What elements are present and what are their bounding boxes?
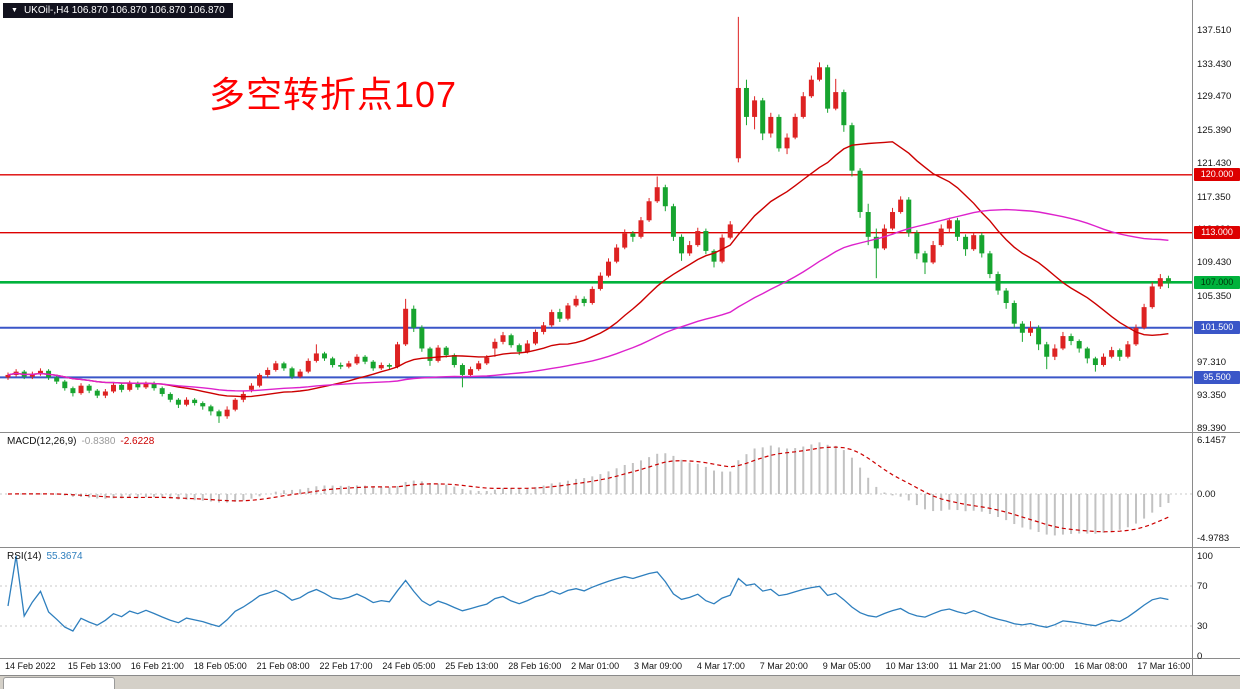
chevron-down-icon[interactable]: ▼: [11, 6, 18, 14]
time-axis-label: 2 Mar 01:00: [571, 661, 620, 671]
price-tick-label: 125.390: [1197, 125, 1232, 137]
time-axis-label: 7 Mar 20:00: [759, 661, 808, 671]
time-axis-label: 24 Feb 05:00: [382, 661, 436, 671]
rsi-tick-label: 0: [1197, 651, 1203, 662]
time-axis-label: 15 Feb 13:00: [67, 661, 121, 671]
macd-main-value: -0.8380: [81, 436, 116, 447]
macd-signal-value: -2.6228: [120, 436, 155, 447]
price-level-badge: 101.500: [1194, 321, 1240, 335]
time-axis-label: 14 Feb 2022: [5, 661, 56, 671]
rsi-value: 55.3674: [46, 551, 83, 562]
price-tick-label: 137.510: [1197, 25, 1232, 36]
price-tick-label: 105.350: [1197, 290, 1232, 302]
rsi-line: [7, 555, 1169, 632]
time-axis-label: 15 Mar 00:00: [1011, 661, 1065, 671]
symbol-ohlc-bar[interactable]: ▼ UKOil-,H4 106.870 106.870 106.870 106.…: [3, 3, 233, 18]
time-axis-label: 17 Mar 16:00: [1137, 661, 1191, 671]
time-axis-label: 25 Feb 13:00: [445, 661, 499, 671]
time-axis-label: 22 Feb 17:00: [319, 661, 373, 671]
rsi-tick-label: 100: [1197, 551, 1213, 562]
rsi-tick-label: 30: [1197, 621, 1208, 632]
macd-signal-line: [7, 446, 1169, 533]
price-tick-label: 117.350: [1197, 191, 1231, 203]
time-axis-label: 9 Mar 05:00: [822, 661, 871, 671]
price-tick-label: 93.350: [1197, 390, 1227, 402]
price-tick-label: 97.310: [1197, 357, 1227, 369]
price-tick-label: 121.430: [1197, 157, 1232, 169]
time-axis-label: 11 Mar 21:00: [948, 661, 1001, 671]
price-level-badge: 107.000: [1194, 275, 1240, 289]
price-tick-label: 89.390: [1197, 422, 1227, 434]
price-tick-label: 133.430: [1197, 58, 1232, 70]
time-axis-label: 18 Feb 05:00: [193, 661, 247, 671]
time-axis-label: 4 Mar 17:00: [696, 661, 745, 671]
chart-tab[interactable]: [3, 677, 115, 689]
ma-fast-line[interactable]: [7, 141, 1169, 398]
panel-separators: [0, 0, 1240, 675]
macd-indicator-label: MACD(12,26,9) -0.8380 -2.6228: [7, 436, 154, 447]
trend-annotation[interactable]: 多空转折点107: [209, 74, 458, 115]
symbol-ohlc-text: UKOil-,H4 106.870 106.870 106.870 106.87…: [23, 5, 225, 16]
price-level-badge: 120.000: [1194, 168, 1240, 182]
rsi-indicator-label: RSI(14) 55.3674: [7, 551, 83, 562]
macd-histogram: [15, 442, 1170, 536]
price-level-badge: 113.000: [1194, 226, 1240, 240]
price-level-badge: 95.500: [1194, 370, 1240, 384]
price-tick-label: 109.430: [1197, 257, 1232, 269]
time-axis-label: 16 Feb 21:00: [130, 661, 184, 671]
macd-tick-label: 6.1457: [1197, 434, 1227, 446]
macd-tick-label: 0.00: [1197, 489, 1216, 500]
time-axis-label: 16 Mar 08:00: [1074, 661, 1128, 671]
macd-name: MACD(12,26,9): [7, 436, 77, 447]
horizontal-level-lines[interactable]: [0, 174, 1192, 379]
rsi-tick-label: 70: [1197, 581, 1208, 592]
time-axis-label: 28 Feb 16:00: [508, 661, 562, 671]
price-tick-label: 129.470: [1197, 91, 1232, 103]
time-axis-label: 21 Feb 08:00: [256, 661, 310, 671]
time-axis-label: 3 Mar 09:00: [634, 661, 683, 671]
macd-tick-label: -4.9783: [1197, 532, 1230, 544]
rsi-name: RSI(14): [7, 551, 42, 562]
time-axis-label: 10 Mar 13:00: [885, 661, 939, 671]
ma-slow-line[interactable]: [7, 208, 1169, 392]
window-bottom-bar: [0, 675, 1240, 689]
